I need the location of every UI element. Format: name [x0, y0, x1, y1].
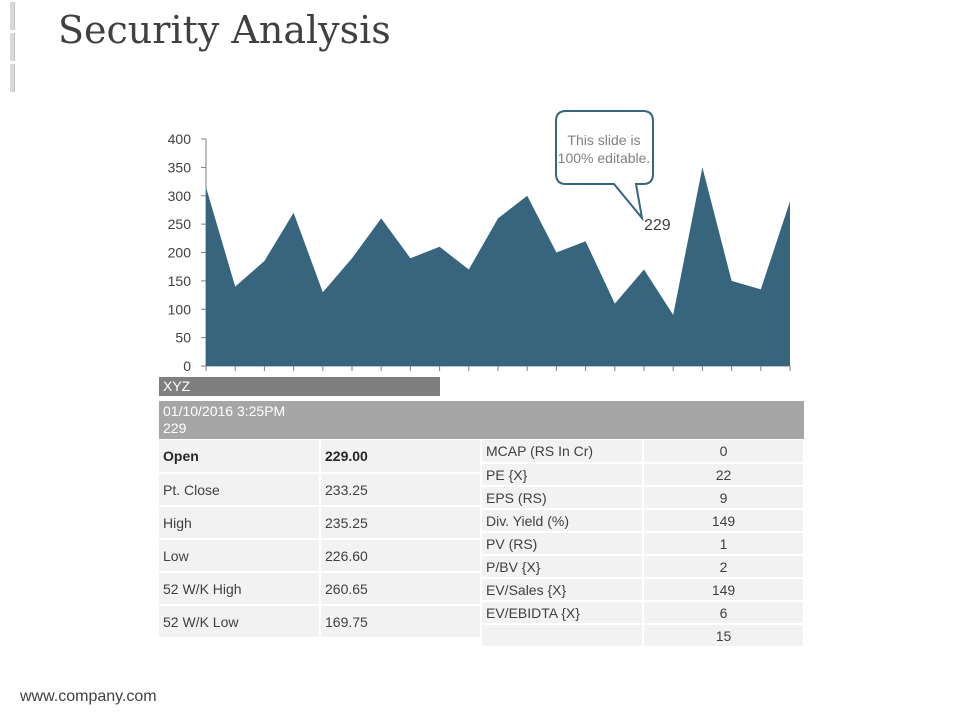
callout-text: This slide is 100% editable. [556, 131, 652, 167]
footer-url: www.company.com [20, 688, 157, 705]
row-label: EV/EBIDTA {X} [482, 601, 644, 625]
row-value: 260.65 [320, 572, 482, 606]
row-value: 169.75 [320, 605, 482, 639]
y-tick-label: 400 [168, 131, 192, 147]
table-row: P/BV {X} 2 [482, 555, 805, 579]
table-row: High 235.25 [159, 506, 482, 540]
row-label: Pt. Close [159, 473, 321, 507]
table-row: PV (RS) 1 [482, 532, 805, 556]
row-label: 52 W/K High [159, 572, 321, 606]
row-label: Low [159, 539, 321, 573]
table-row: EV/EBIDTA {X} 6 [482, 601, 805, 625]
y-tick-label: 50 [175, 330, 191, 346]
row-value: 6 [643, 601, 805, 625]
row-value: 0 [643, 440, 805, 464]
area-chart: 0 50 100 150 200 250 300 350 400 229 [168, 110, 791, 374]
row-value: 2 [643, 555, 805, 579]
table-row: MCAP (RS In Cr) 0 [482, 440, 805, 464]
table-row: Div. Yield (%) 149 [482, 509, 805, 533]
y-tick-label: 300 [168, 188, 192, 204]
annotation-value: 229 [644, 217, 671, 234]
decorative-bar [10, 2, 15, 30]
row-value: 22 [643, 463, 805, 487]
row-value: 226.60 [320, 539, 482, 573]
decorative-bar [10, 64, 15, 92]
row-label: 52 W/K Low [159, 605, 321, 639]
row-label: EPS (RS) [482, 486, 644, 510]
row-value: 235.25 [320, 506, 482, 540]
quote-price: 229 [163, 420, 187, 436]
quote-header: 01/10/2016 3:25PM 229 [159, 401, 804, 439]
row-label: PE {X} [482, 463, 644, 487]
y-tick-label: 200 [168, 245, 192, 261]
y-tick-label: 350 [168, 159, 192, 175]
row-value: 1 [643, 532, 805, 556]
row-label: Div. Yield (%) [482, 509, 644, 533]
y-tick-label: 0 [183, 358, 191, 374]
y-tick-label: 100 [168, 301, 192, 317]
table-row: 52 W/K High 260.65 [159, 572, 482, 606]
row-value: 15 [643, 624, 805, 648]
ratio-table: MCAP (RS In Cr) 0 PE {X} 22 EPS (RS) 9 Div.… [482, 440, 805, 648]
table-row: EPS (RS) 9 [482, 486, 805, 510]
row-label: PV (RS) [482, 532, 644, 556]
quote-datetime: 01/10/2016 3:25PM [163, 403, 286, 419]
row-value: 149 [643, 509, 805, 533]
table-row: 52 W/K Low 169.75 [159, 605, 482, 639]
row-value: 233.25 [320, 473, 482, 507]
row-value: 229.00 [320, 440, 482, 474]
row-label: Open [159, 440, 321, 474]
row-label: High [159, 506, 321, 540]
callout-line-1: This slide is [567, 132, 641, 148]
security-name-bar: XYZ [159, 377, 440, 396]
row-value: 9 [643, 486, 805, 510]
decorative-bar [10, 33, 15, 61]
row-label: MCAP (RS In Cr) [482, 440, 644, 464]
page-title: Security Analysis [58, 8, 391, 52]
table-row: PE {X} 22 [482, 463, 805, 487]
row-label: EV/Sales {X} [482, 578, 644, 602]
row-label [482, 624, 644, 648]
table-row: EV/Sales {X} 149 [482, 578, 805, 602]
callout-line-2: 100% editable. [557, 150, 651, 166]
table-row: Open 229.00 [159, 440, 482, 474]
row-value: 149 [643, 578, 805, 602]
row-label: P/BV {X} [482, 555, 644, 579]
y-tick-label: 250 [168, 216, 192, 232]
price-table: Open 229.00 Pt. Close 233.25 High 235.25 Lo… [159, 440, 482, 639]
x-axis [205, 365, 791, 371]
table-row: Pt. Close 233.25 [159, 473, 482, 507]
table-row: 15 [482, 624, 805, 648]
y-tick-label: 150 [168, 273, 192, 289]
callout-bubble [555, 110, 654, 222]
area-series [206, 167, 790, 366]
table-row: Low 226.60 [159, 539, 482, 573]
y-axis: 0 50 100 150 200 250 300 350 400 [168, 131, 207, 374]
